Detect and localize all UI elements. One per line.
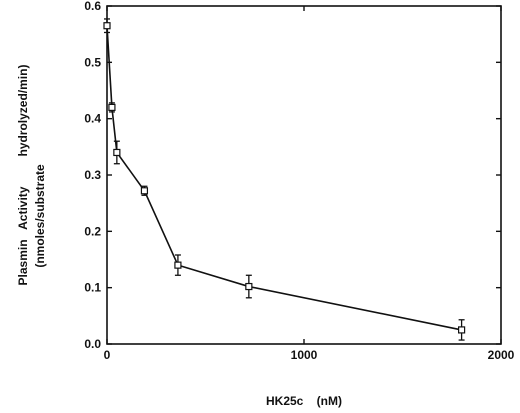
data-point-marker bbox=[103, 22, 111, 30]
y-tick-label: 0.4 bbox=[84, 112, 101, 126]
data-point-marker bbox=[245, 282, 253, 291]
data-point-marker bbox=[174, 261, 182, 269]
x-tick-label: 1000 bbox=[291, 348, 318, 362]
y-tick-label: 0.1 bbox=[84, 281, 101, 295]
x-axis-label: HK25c (nM) bbox=[266, 394, 342, 408]
y-axis-label-line2: (nmoles/substrate bbox=[33, 164, 47, 268]
y-tick-label: 0.5 bbox=[84, 55, 101, 69]
data-point-marker bbox=[113, 148, 121, 157]
y-tick-label: 0.2 bbox=[84, 224, 101, 238]
series-line bbox=[106, 25, 462, 331]
y-axis-label-line1: Plasmin Activity hydrolyzed/min) bbox=[16, 65, 30, 286]
data-point-marker bbox=[458, 326, 466, 334]
x-tick-label: 0 bbox=[104, 348, 111, 362]
plot-frame bbox=[106, 5, 502, 345]
x-axis-ticks: 0 1000 2000 bbox=[104, 6, 515, 362]
data-series bbox=[103, 18, 466, 341]
data-point-marker bbox=[108, 103, 116, 112]
x-tick-label: 2000 bbox=[488, 348, 515, 362]
y-axis-ticks: 0.0 0.1 0.2 0.3 0.4 0.5 0.6 bbox=[84, 0, 501, 351]
y-tick-label: 0.3 bbox=[84, 168, 101, 182]
y-tick-label: 0.6 bbox=[84, 0, 101, 13]
y-tick-label: 0.0 bbox=[84, 337, 101, 351]
data-point-marker bbox=[140, 187, 149, 195]
